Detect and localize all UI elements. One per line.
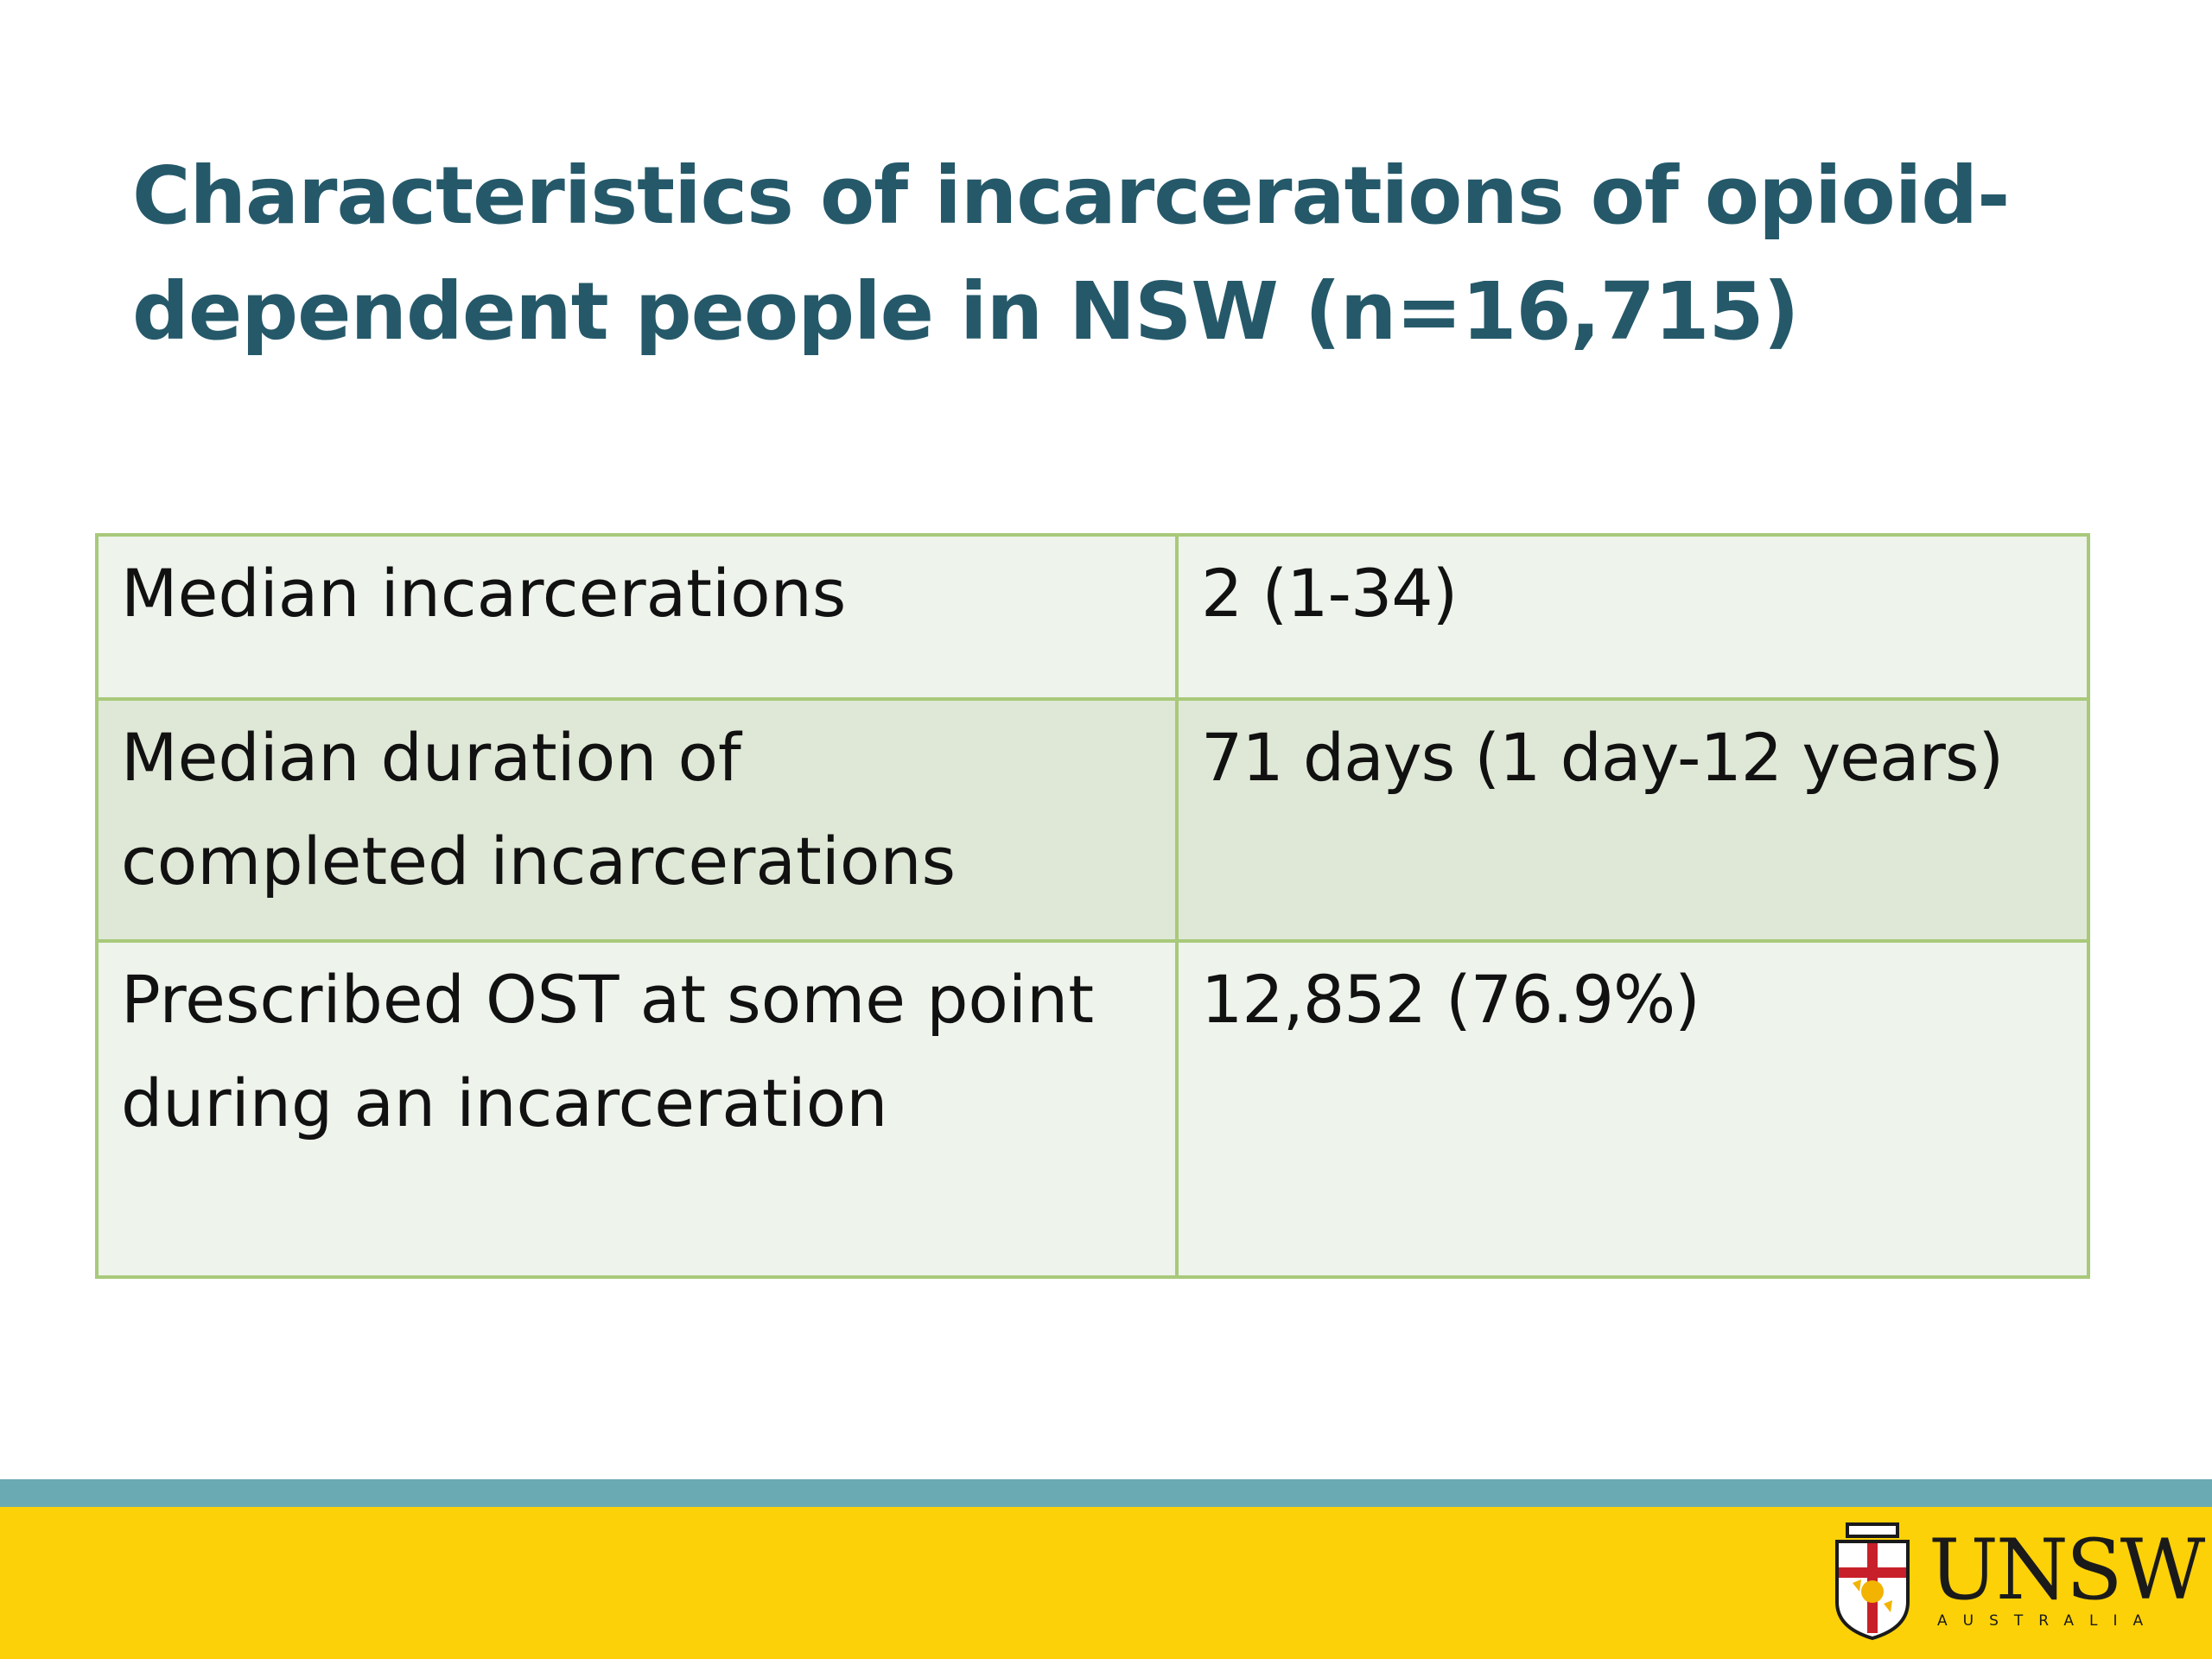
unsw-crest-icon [1835,1522,1910,1641]
row-label-cell: Prescribed OST at some point during an i… [95,939,1179,1279]
row-label-line-1: Median duration of [121,719,741,796]
row-label-line-2: during an incarceration [121,1065,888,1141]
unsw-logo-subtext: AUSTRALIA [1937,1612,2159,1630]
table-row: Median incarcerations 2 (1-34) [95,533,2090,701]
row-label-line-1: Median incarcerations [121,555,847,632]
slide-title-line-1: Characteristics of incarcerations of opi… [132,149,2010,242]
row-label-line-2: completed incarcerations [121,823,957,899]
row-label-line-1: Prescribed OST at some point [121,961,1095,1038]
slide-title-line-2: dependent people in NSW (n=16,715) [132,265,1800,358]
unsw-logo: UNSW AUSTRALIA [1834,1522,2205,1643]
unsw-logo-text: UNSW [1929,1522,2205,1618]
row-value-cell: 2 (1-34) [1175,533,2090,701]
row-label-cell: Median incarcerations [95,533,1179,701]
row-value-cell: 12,852 (76.9%) [1175,939,2090,1279]
table-row: Median duration of completed incarcerati… [95,697,2090,943]
characteristics-table: Median incarcerations 2 (1-34) Median du… [95,533,2090,1279]
row-value-cell: 71 days (1 day-12 years) [1175,697,2090,943]
footer-teal-band [0,1479,2212,1507]
slide-title: Characteristics of incarcerations of opi… [132,138,2076,370]
row-label-cell: Median duration of completed incarcerati… [95,697,1179,943]
table-row: Prescribed OST at some point during an i… [95,939,2090,1279]
